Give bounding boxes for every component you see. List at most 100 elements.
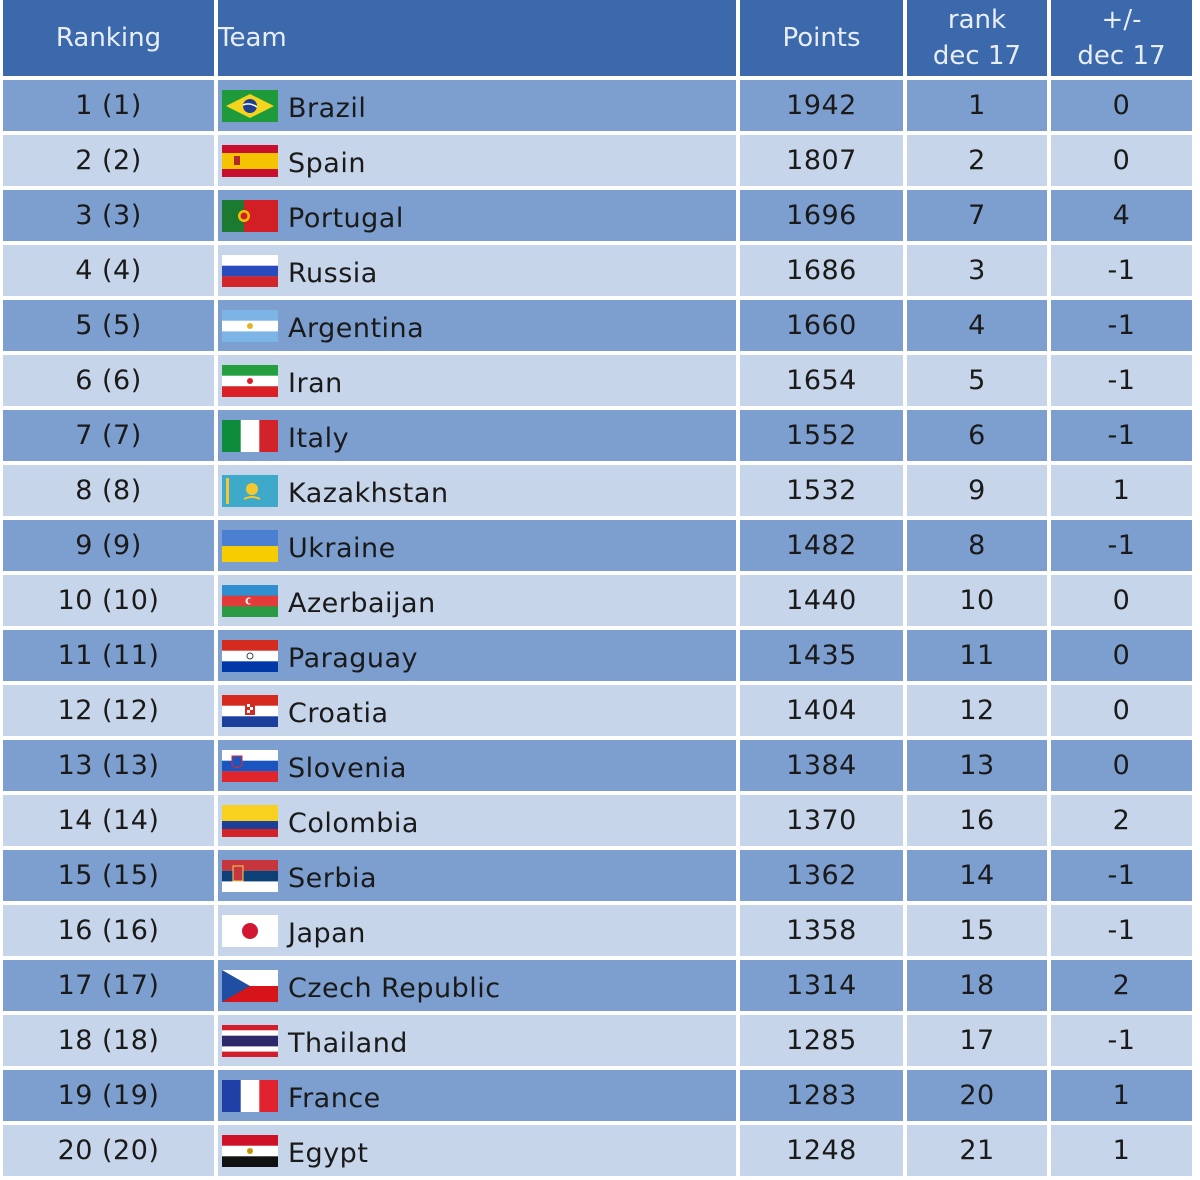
points-cell: 1696 bbox=[740, 190, 903, 241]
spain-flag-icon bbox=[222, 144, 278, 177]
team-cell: Kazakhstan bbox=[218, 465, 736, 516]
table-row: 9 (9) Ukraine 1482 8 -1 bbox=[3, 520, 1192, 571]
team-name: Portugal bbox=[288, 203, 404, 234]
team-name: Italy bbox=[288, 423, 350, 454]
table-row: 10 (10) Azerbaijan 1440 10 0 bbox=[3, 575, 1192, 626]
croatia-flag-icon bbox=[222, 694, 278, 727]
argentina-flag-icon bbox=[222, 309, 278, 342]
table-body: 1 (1) Brazil 1942 1 0 2 (2) Spain 1807 2 0 3 (3) Po… bbox=[3, 80, 1192, 1176]
ranking-cell: 19 (19) bbox=[3, 1070, 214, 1121]
team-name: Russia bbox=[288, 258, 378, 289]
diff-dec17-cell: 0 bbox=[1051, 135, 1192, 186]
team-cell: Spain bbox=[218, 135, 736, 186]
team-name: Egypt bbox=[288, 1138, 369, 1169]
ukraine-flag-icon bbox=[222, 529, 278, 562]
points-cell: 1552 bbox=[740, 410, 903, 461]
ranking-cell: 16 (16) bbox=[3, 905, 214, 956]
diff-dec17-cell: 1 bbox=[1051, 1070, 1192, 1121]
ranking-cell: 1 (1) bbox=[3, 80, 214, 131]
team-cell: Slovenia bbox=[218, 740, 736, 791]
team-name: Czech Republic bbox=[288, 973, 501, 1004]
table-row: 3 (3) Portugal 1696 7 4 bbox=[3, 190, 1192, 241]
diff-dec17-cell: -1 bbox=[1051, 300, 1192, 351]
slovenia-flag-icon bbox=[222, 749, 278, 782]
points-cell: 1283 bbox=[740, 1070, 903, 1121]
points-cell: 1660 bbox=[740, 300, 903, 351]
diff-dec17-cell: 2 bbox=[1051, 795, 1192, 846]
header-points: Points bbox=[740, 0, 903, 76]
team-cell: Croatia bbox=[218, 685, 736, 736]
header-ranking: Ranking bbox=[3, 0, 214, 76]
team-cell: Czech Republic bbox=[218, 960, 736, 1011]
team-name: Serbia bbox=[288, 863, 378, 894]
header-diff-line1: +/- bbox=[1101, 5, 1142, 35]
header-diff-dec17: +/- dec 17 bbox=[1051, 0, 1192, 76]
egypt-flag-icon bbox=[222, 1134, 278, 1167]
rank-dec17-cell: 17 bbox=[907, 1015, 1047, 1066]
colombia-flag-icon bbox=[222, 804, 278, 837]
table-row: 15 (15) Serbia 1362 14 -1 bbox=[3, 850, 1192, 901]
points-cell: 1314 bbox=[740, 960, 903, 1011]
rank-dec17-cell: 11 bbox=[907, 630, 1047, 681]
points-cell: 1440 bbox=[740, 575, 903, 626]
header-team: Team bbox=[218, 0, 736, 76]
table-row: 2 (2) Spain 1807 2 0 bbox=[3, 135, 1192, 186]
team-name: Brazil bbox=[288, 93, 367, 124]
points-cell: 1654 bbox=[740, 355, 903, 406]
ranking-cell: 4 (4) bbox=[3, 245, 214, 296]
diff-dec17-cell: 0 bbox=[1051, 80, 1192, 131]
rank-dec17-cell: 21 bbox=[907, 1125, 1047, 1176]
thailand-flag-icon bbox=[222, 1024, 278, 1057]
rank-dec17-cell: 4 bbox=[907, 300, 1047, 351]
points-cell: 1358 bbox=[740, 905, 903, 956]
diff-dec17-cell: 0 bbox=[1051, 575, 1192, 626]
team-name: Iran bbox=[288, 368, 343, 399]
table-row: 16 (16) Japan 1358 15 -1 bbox=[3, 905, 1192, 956]
czech-flag-icon bbox=[222, 969, 278, 1002]
points-cell: 1435 bbox=[740, 630, 903, 681]
team-name: Spain bbox=[288, 148, 366, 179]
points-cell: 1482 bbox=[740, 520, 903, 571]
rank-dec17-cell: 8 bbox=[907, 520, 1047, 571]
team-cell: Azerbaijan bbox=[218, 575, 736, 626]
rank-dec17-cell: 2 bbox=[907, 135, 1047, 186]
team-cell: Argentina bbox=[218, 300, 736, 351]
diff-dec17-cell: 4 bbox=[1051, 190, 1192, 241]
team-name: Colombia bbox=[288, 808, 419, 839]
ranking-cell: 12 (12) bbox=[3, 685, 214, 736]
table-row: 8 (8) Kazakhstan 1532 9 1 bbox=[3, 465, 1192, 516]
ranking-cell: 17 (17) bbox=[3, 960, 214, 1011]
team-name: Paraguay bbox=[288, 643, 419, 674]
diff-dec17-cell: -1 bbox=[1051, 905, 1192, 956]
table-row: 13 (13) Slovenia 1384 13 0 bbox=[3, 740, 1192, 791]
ranking-cell: 18 (18) bbox=[3, 1015, 214, 1066]
rank-dec17-cell: 3 bbox=[907, 245, 1047, 296]
team-cell: Egypt bbox=[218, 1125, 736, 1176]
team-cell: Ukraine bbox=[218, 520, 736, 571]
team-cell: Russia bbox=[218, 245, 736, 296]
diff-dec17-cell: -1 bbox=[1051, 520, 1192, 571]
diff-dec17-cell: 2 bbox=[1051, 960, 1192, 1011]
table-row: 19 (19) France 1283 20 1 bbox=[3, 1070, 1192, 1121]
header-rank-dec17: rank dec 17 bbox=[907, 0, 1047, 76]
team-cell: Thailand bbox=[218, 1015, 736, 1066]
ranking-cell: 5 (5) bbox=[3, 300, 214, 351]
rank-dec17-cell: 10 bbox=[907, 575, 1047, 626]
team-name: Azerbaijan bbox=[288, 588, 436, 619]
team-cell: Italy bbox=[218, 410, 736, 461]
rank-dec17-cell: 15 bbox=[907, 905, 1047, 956]
ranking-cell: 10 (10) bbox=[3, 575, 214, 626]
team-name: Kazakhstan bbox=[288, 478, 449, 509]
rank-dec17-cell: 20 bbox=[907, 1070, 1047, 1121]
diff-dec17-cell: 0 bbox=[1051, 685, 1192, 736]
rank-dec17-cell: 12 bbox=[907, 685, 1047, 736]
team-cell: Iran bbox=[218, 355, 736, 406]
points-cell: 1404 bbox=[740, 685, 903, 736]
azerbaijan-flag-icon bbox=[222, 584, 278, 617]
france-flag-icon bbox=[222, 1079, 278, 1112]
ranking-cell: 20 (20) bbox=[3, 1125, 214, 1176]
team-name: Japan bbox=[288, 918, 366, 949]
rank-dec17-cell: 5 bbox=[907, 355, 1047, 406]
team-name: France bbox=[288, 1083, 381, 1114]
team-cell: Colombia bbox=[218, 795, 736, 846]
